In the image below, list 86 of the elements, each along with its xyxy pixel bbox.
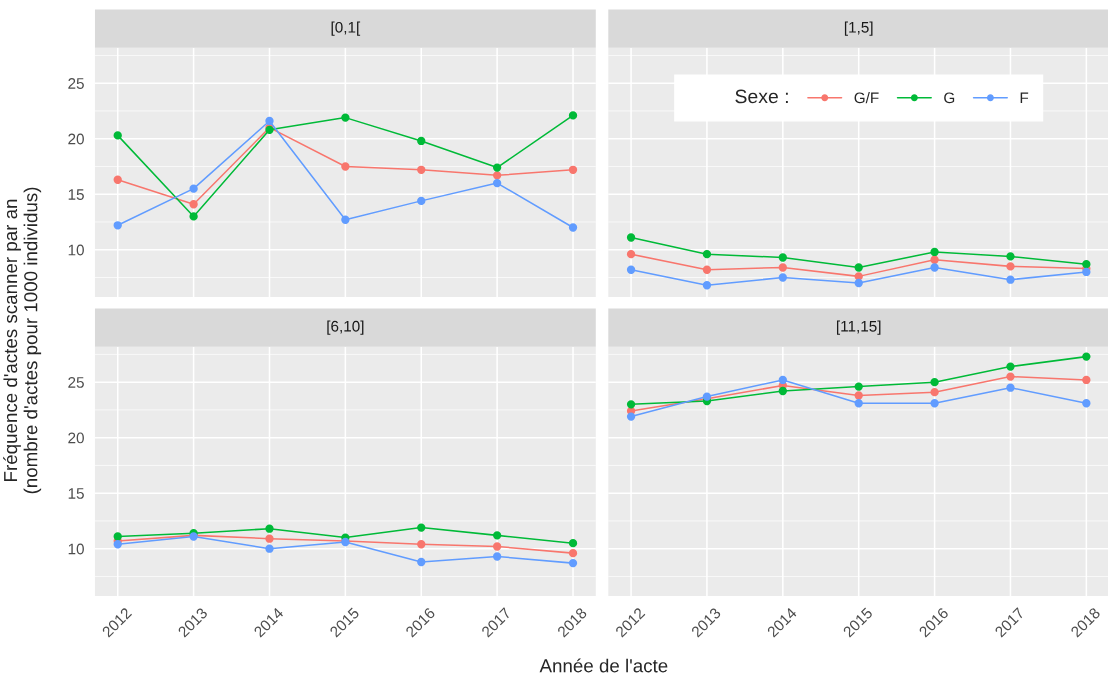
- point: [626, 233, 636, 242]
- point: [1082, 352, 1091, 361]
- point: [189, 200, 198, 209]
- point: [930, 255, 939, 264]
- point: [113, 221, 122, 230]
- point: [1006, 362, 1015, 371]
- point: [417, 136, 426, 146]
- point: [778, 253, 787, 262]
- point: [626, 400, 636, 409]
- point: [702, 281, 712, 290]
- point: [417, 557, 426, 567]
- point: [1006, 372, 1015, 381]
- y-tick-label: 10: [68, 543, 84, 555]
- point: [341, 215, 350, 224]
- y-tick-label: 15: [68, 488, 84, 499]
- point: [341, 113, 350, 122]
- point: [568, 165, 578, 174]
- point: [492, 552, 502, 561]
- point: [417, 523, 426, 532]
- point: [778, 263, 787, 272]
- y-tick-label: 20: [68, 432, 84, 444]
- point: [568, 111, 578, 120]
- point: [265, 116, 274, 126]
- point: [492, 171, 502, 180]
- point: [1082, 375, 1091, 385]
- point: [492, 542, 502, 551]
- point: [1006, 383, 1015, 392]
- point: [113, 131, 122, 140]
- point: [265, 524, 274, 533]
- point: [854, 263, 863, 272]
- legend-label: G: [944, 92, 955, 104]
- y-axis-title: Fréquence d'actes scanner par an (nombre d'actes pour 1000 individus): [3, 187, 42, 494]
- point: [189, 212, 198, 221]
- point: [930, 247, 939, 257]
- point: [265, 544, 274, 553]
- point: [1082, 399, 1091, 408]
- point: [930, 263, 939, 272]
- point: [778, 375, 787, 385]
- point: [626, 265, 636, 274]
- point: [492, 178, 502, 188]
- point: [854, 382, 863, 391]
- point: [568, 548, 578, 558]
- point: [568, 558, 578, 568]
- point: [702, 250, 712, 259]
- point: [930, 377, 939, 387]
- point: [492, 531, 502, 540]
- point: [930, 387, 939, 397]
- point: [626, 250, 636, 259]
- chart-title: [11,15]: [836, 320, 881, 335]
- point: [113, 540, 122, 549]
- y-tick-label: 25: [68, 78, 84, 89]
- point: [417, 540, 426, 549]
- point: [113, 175, 122, 184]
- legend-label: F: [1020, 92, 1029, 104]
- point: [568, 538, 578, 548]
- chart-title: [6,10]: [327, 320, 364, 335]
- legend-title: Sexe :: [735, 89, 788, 104]
- point: [854, 399, 863, 408]
- point: [854, 278, 863, 288]
- point: [778, 386, 787, 396]
- y-tick-label: 15: [68, 189, 84, 200]
- point: [492, 163, 502, 172]
- point: [1082, 260, 1091, 269]
- point: [417, 165, 426, 174]
- point: [702, 265, 712, 274]
- point: [1006, 262, 1015, 271]
- x-axis-title: Année de l'acte: [539, 658, 668, 673]
- legend-label: G/F: [854, 92, 879, 104]
- point: [626, 412, 636, 421]
- point: [568, 223, 578, 232]
- point: [778, 273, 787, 282]
- point: [417, 196, 426, 206]
- chart-title: [1,5]: [844, 21, 873, 36]
- point: [1082, 267, 1091, 277]
- point: [1006, 275, 1015, 284]
- point: [854, 391, 863, 400]
- point: [265, 534, 274, 543]
- y-tick-label: 20: [68, 133, 84, 145]
- point: [189, 184, 198, 193]
- y-tick-label: 25: [68, 377, 84, 388]
- point: [930, 399, 939, 408]
- point: [113, 532, 122, 541]
- point: [341, 162, 350, 171]
- chart-title: [0,1[: [331, 21, 361, 36]
- point: [1006, 252, 1015, 261]
- y-tick-label: 10: [68, 244, 84, 256]
